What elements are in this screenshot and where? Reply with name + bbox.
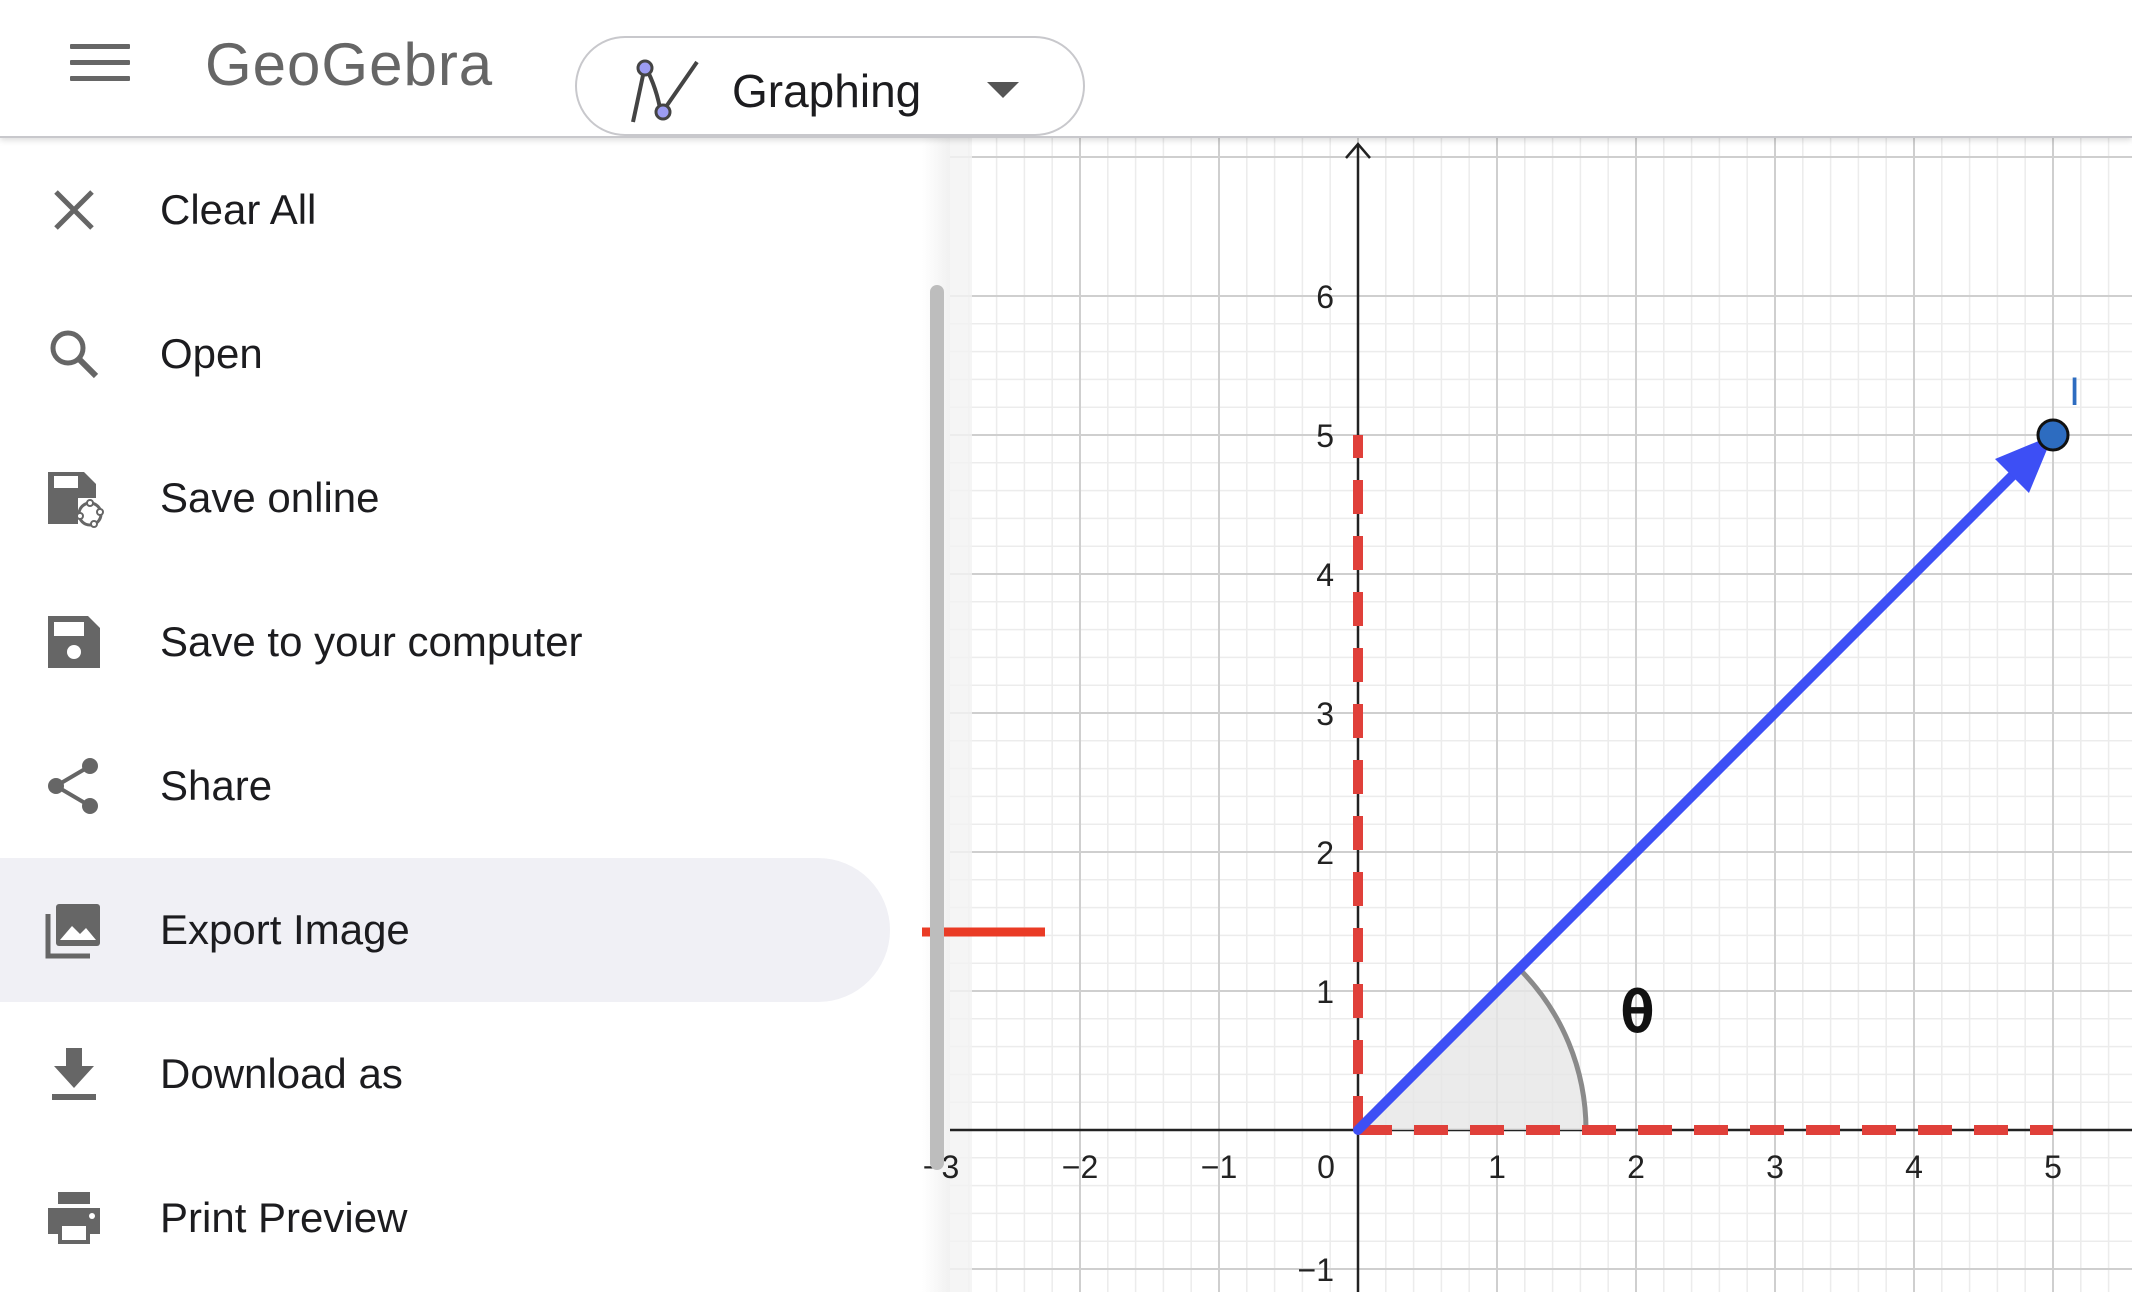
print-icon <box>48 1192 100 1244</box>
x-tick-label: 2 <box>1627 1149 1645 1185</box>
menu-scrollbar[interactable] <box>930 285 944 1170</box>
save-icon <box>48 616 100 668</box>
menu-item-save-to-computer[interactable]: Save to your computer <box>0 570 890 714</box>
graphing-app-icon <box>631 59 699 123</box>
y-tick-label: 3 <box>1316 696 1334 732</box>
hamburger-menu-icon[interactable] <box>70 44 130 88</box>
x-tick-label: 0 <box>1317 1149 1335 1185</box>
search-icon <box>50 330 99 379</box>
point-i <box>2036 418 2070 452</box>
save-online-icon <box>48 472 104 528</box>
menu-item-label: Download as <box>160 1050 403 1097</box>
menu-item-open[interactable]: Open <box>0 282 890 426</box>
y-tick-label: 4 <box>1316 557 1334 593</box>
panel-shadow <box>950 138 972 1292</box>
angle-arc <box>1517 967 1589 1131</box>
angle-sector <box>1358 968 1586 1130</box>
menu-item-export-image[interactable]: Export Image <box>0 858 890 1002</box>
menu-item-download-as[interactable]: Download as <box>0 1002 890 1146</box>
x-tick-label: 4 <box>1905 1149 1923 1185</box>
share-icon <box>48 758 98 814</box>
angle-label: θ <box>1620 978 1655 1046</box>
image-export-icon <box>45 904 100 959</box>
chevron-down-icon <box>987 82 1019 98</box>
x-tick-label: −2 <box>1062 1149 1098 1185</box>
y-tick-label: 2 <box>1316 835 1334 871</box>
app-header: GeoGebra Graphing <box>0 0 2132 138</box>
menu-item-share[interactable]: Share <box>0 714 890 858</box>
menu-item-label: Open <box>160 330 263 377</box>
vector-line <box>1353 471 2017 1135</box>
y-axis-arrow <box>1345 142 1371 159</box>
menu-item-label: Export Image <box>160 906 410 953</box>
menu-item-label: Print Preview <box>160 1194 408 1241</box>
logo-text: GeoGebra <box>205 31 494 98</box>
x-tick-label: −1 <box>1201 1149 1237 1185</box>
app-picker-label: Graphing <box>732 65 922 117</box>
app-picker-button[interactable]: Graphing <box>575 36 1085 136</box>
download-icon <box>52 1048 96 1100</box>
menu-item-clear-all[interactable]: Clear All <box>0 138 890 282</box>
point-label: I <box>2069 370 2080 414</box>
menu-item-label: Share <box>160 762 273 809</box>
geogebra-logo: GeoGebra <box>205 30 493 99</box>
close-icon <box>54 190 94 230</box>
y-tick-label: 5 <box>1316 418 1334 454</box>
menu-item-label: Save online <box>160 474 380 521</box>
menu-item-label: Clear All <box>160 186 317 233</box>
main-menu-panel: Clear All Open Save online Save to your … <box>0 138 922 1292</box>
y-tick-label: 6 <box>1316 279 1334 315</box>
x-tick-label: 5 <box>2044 1149 2062 1185</box>
menu-item-label: Save to your computer <box>160 618 583 665</box>
x-tick-label: 1 <box>1488 1149 1506 1185</box>
vector-arrowhead <box>1995 435 2053 493</box>
menu-item-save-online[interactable]: Save online <box>0 426 890 570</box>
menu-item-print-preview[interactable]: Print Preview <box>0 1146 890 1290</box>
y-tick-label: −1 <box>1298 1252 1334 1288</box>
x-tick-label: 3 <box>1766 1149 1784 1185</box>
y-tick-label: 1 <box>1316 974 1334 1010</box>
